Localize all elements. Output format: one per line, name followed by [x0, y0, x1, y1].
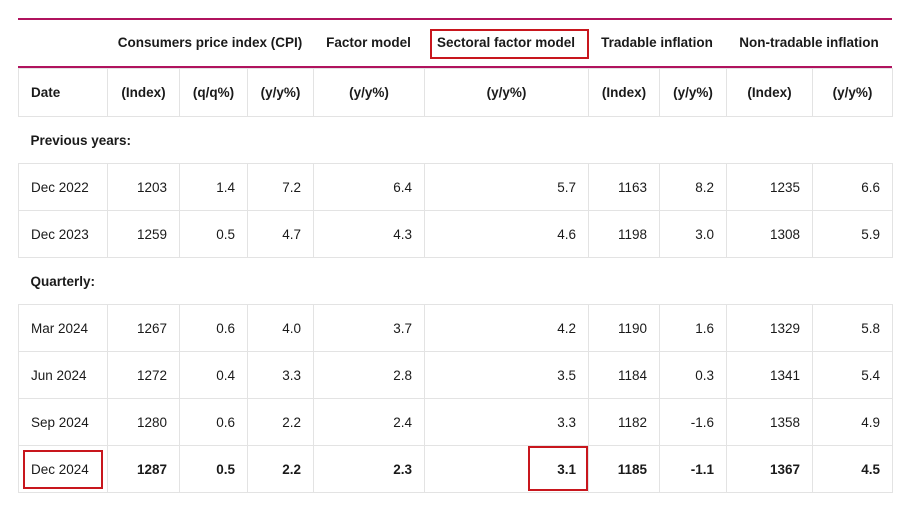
units-row: Date (Index) (q/q%) (y/y%) (y/y%) (y/y%)… — [18, 68, 893, 117]
table-row: Dec 2023 1259 0.5 4.7 4.3 4.6 1198 3.0 1… — [18, 210, 893, 258]
cell-cpi-yy: 2.2 — [247, 445, 314, 493]
cell-tradable-index: 1163 — [588, 163, 660, 211]
cell-cpi-qq: 1.4 — [179, 163, 248, 211]
cell-cpi-qq: 0.5 — [179, 210, 248, 258]
cell-cpi-yy: 3.3 — [247, 351, 314, 399]
cell-cpi-yy: 7.2 — [247, 163, 314, 211]
cell-date: Mar 2024 — [18, 304, 108, 352]
cell-tradable-yy: -1.1 — [659, 445, 727, 493]
cell-tradable-index: 1190 — [588, 304, 660, 352]
cell-cpi-yy: 2.2 — [247, 398, 314, 446]
unit-nontradable-index: (Index) — [726, 68, 813, 117]
cell-sectoral-yy: 5.7 — [424, 163, 589, 211]
unit-nontradable-yy: (y/y%) — [812, 68, 893, 117]
cell-nontradable-yy: 4.9 — [812, 398, 893, 446]
unit-sectoral-yy: (y/y%) — [424, 68, 589, 117]
cell-factor-yy: 4.3 — [313, 210, 425, 258]
cell-sectoral-yy-text: 3.1 — [557, 461, 576, 477]
cell-cpi-yy: 4.7 — [247, 210, 314, 258]
cell-sectoral-yy: 4.2 — [424, 304, 589, 352]
header-sectoral-factor-model: Sectoral factor model — [436, 35, 576, 50]
table-row: Mar 2024 1267 0.6 4.0 3.7 4.2 1190 1.6 1… — [18, 304, 893, 352]
cell-cpi-yy: 4.0 — [247, 304, 314, 352]
cell-sectoral-yy: 3.5 — [424, 351, 589, 399]
cell-cpi-index: 1203 — [107, 163, 180, 211]
cell-nontradable-yy: 5.8 — [812, 304, 893, 352]
inflation-table: Consumers price index (CPI) Factor model… — [18, 18, 893, 493]
cell-nontradable-index: 1308 — [726, 210, 813, 258]
cell-cpi-index: 1272 — [107, 351, 180, 399]
cell-tradable-yy: 3.0 — [659, 210, 727, 258]
section-label-previous-years: Previous years: — [18, 116, 893, 164]
top-rule — [18, 18, 892, 20]
data-table: Date (Index) (q/q%) (y/y%) (y/y%) (y/y%)… — [18, 68, 893, 493]
unit-cpi-index: (Index) — [107, 68, 180, 117]
cell-cpi-qq: 0.5 — [179, 445, 248, 493]
cell-tradable-yy: 1.6 — [659, 304, 727, 352]
cell-cpi-qq: 0.6 — [179, 304, 248, 352]
cell-nontradable-index: 1358 — [726, 398, 813, 446]
cell-cpi-index: 1267 — [107, 304, 180, 352]
highlight-box-sectoral-header — [430, 29, 589, 59]
cell-date-highlighted: Dec 2024 — [18, 445, 108, 493]
cell-nontradable-index: 1341 — [726, 351, 813, 399]
cell-tradable-yy: -1.6 — [659, 398, 727, 446]
group-header-row: Consumers price index (CPI) Factor model… — [18, 20, 892, 68]
cell-factor-yy: 2.8 — [313, 351, 425, 399]
unit-tradable-index: (Index) — [588, 68, 660, 117]
cell-date: Sep 2024 — [18, 398, 108, 446]
cell-nontradable-yy: 4.5 — [812, 445, 893, 493]
cell-nontradable-yy: 6.6 — [812, 163, 893, 211]
unit-cpi-yy: (y/y%) — [247, 68, 314, 117]
cell-tradable-index: 1198 — [588, 210, 660, 258]
cell-factor-yy: 2.4 — [313, 398, 425, 446]
section-label-quarterly: Quarterly: — [18, 257, 893, 305]
cell-tradable-yy: 0.3 — [659, 351, 727, 399]
cell-tradable-index: 1182 — [588, 398, 660, 446]
cell-factor-yy: 2.3 — [313, 445, 425, 493]
cell-nontradable-index: 1367 — [726, 445, 813, 493]
unit-date: Date — [18, 68, 108, 117]
header-cpi: Consumers price index (CPI) — [117, 35, 303, 50]
cell-cpi-index: 1287 — [107, 445, 180, 493]
unit-cpi-qq: (q/q%) — [179, 68, 248, 117]
cell-sectoral-yy-highlighted: 3.1 — [424, 445, 589, 493]
table-row: Sep 2024 1280 0.6 2.2 2.4 3.3 1182 -1.6 … — [18, 398, 893, 446]
cell-tradable-index: 1184 — [588, 351, 660, 399]
cell-cpi-index: 1259 — [107, 210, 180, 258]
cell-nontradable-yy: 5.4 — [812, 351, 893, 399]
cell-date: Dec 2022 — [18, 163, 108, 211]
cell-sectoral-yy: 4.6 — [424, 210, 589, 258]
unit-tradable-yy: (y/y%) — [659, 68, 727, 117]
table-row: Dec 2022 1203 1.4 7.2 6.4 5.7 1163 8.2 1… — [18, 163, 893, 211]
header-tradable-inflation: Tradable inflation — [601, 35, 713, 50]
cell-date: Jun 2024 — [18, 351, 108, 399]
cell-cpi-qq: 0.6 — [179, 398, 248, 446]
cell-factor-yy: 3.7 — [313, 304, 425, 352]
cell-cpi-index: 1280 — [107, 398, 180, 446]
cell-sectoral-yy: 3.3 — [424, 398, 589, 446]
header-non-tradable-inflation: Non-tradable inflation — [739, 35, 879, 50]
table-row-latest: Dec 2024 1287 0.5 2.2 2.3 3.1 1185 -1.1 … — [18, 445, 893, 493]
cell-date: Dec 2023 — [18, 210, 108, 258]
cell-date-text: Dec 2024 — [31, 461, 89, 477]
cell-tradable-index: 1185 — [588, 445, 660, 493]
cell-factor-yy: 6.4 — [313, 163, 425, 211]
cell-nontradable-index: 1235 — [726, 163, 813, 211]
header-factor-model: Factor model — [326, 35, 411, 50]
unit-factor-yy: (y/y%) — [313, 68, 425, 117]
section-row-previous-years: Previous years: — [18, 116, 893, 164]
section-row-quarterly: Quarterly: — [18, 257, 893, 305]
cell-nontradable-yy: 5.9 — [812, 210, 893, 258]
cell-cpi-qq: 0.4 — [179, 351, 248, 399]
cell-nontradable-index: 1329 — [726, 304, 813, 352]
cell-tradable-yy: 8.2 — [659, 163, 727, 211]
table-row: Jun 2024 1272 0.4 3.3 2.8 3.5 1184 0.3 1… — [18, 351, 893, 399]
